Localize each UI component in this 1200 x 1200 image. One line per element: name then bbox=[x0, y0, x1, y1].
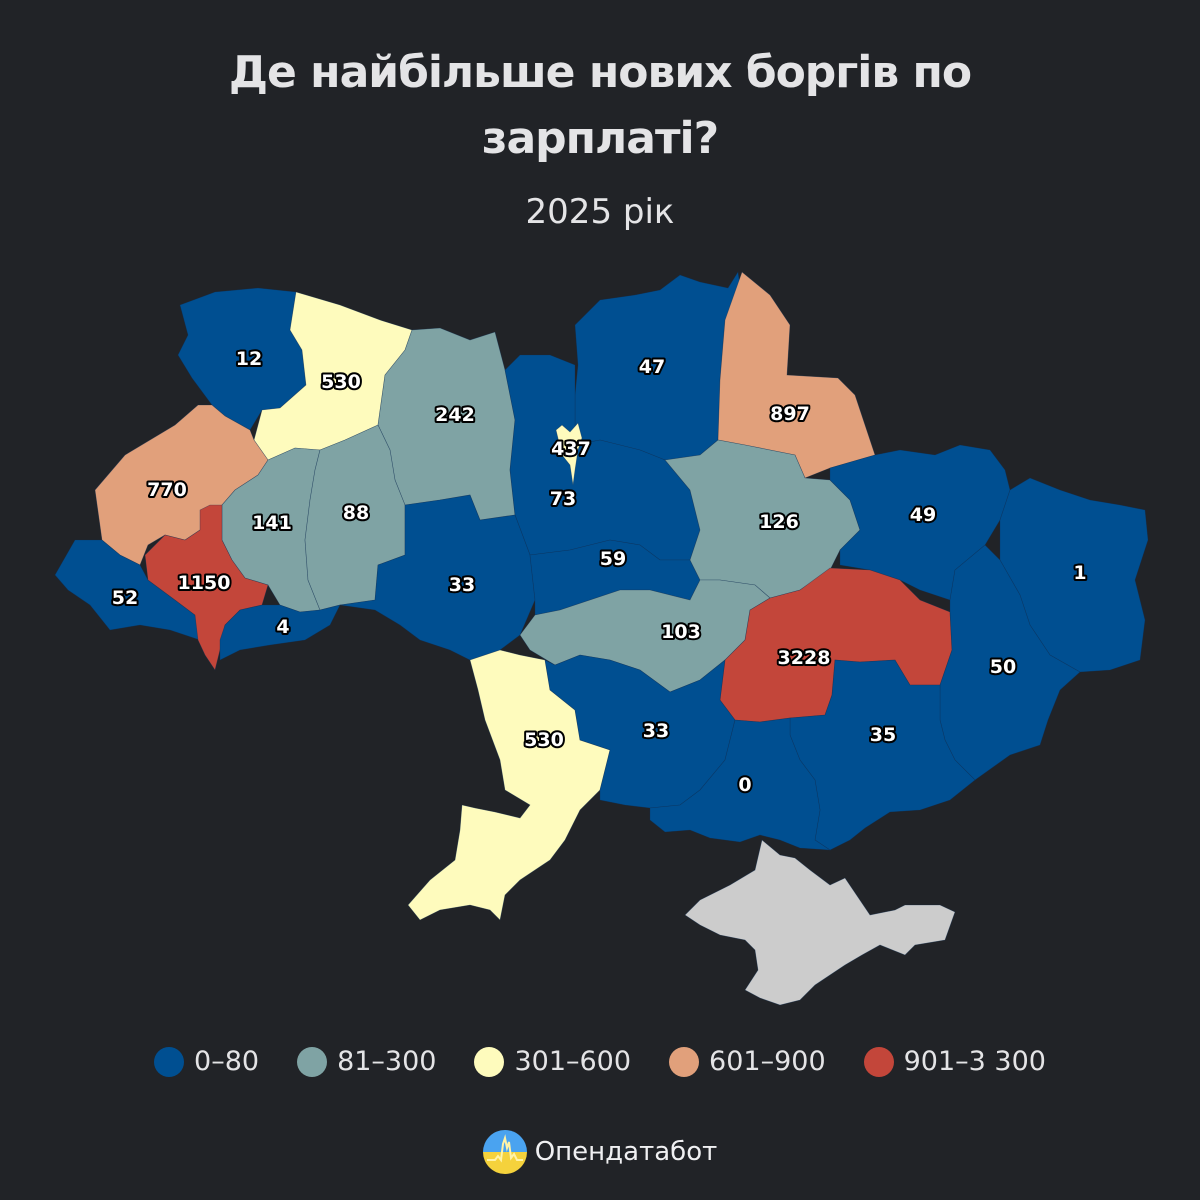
label-dnipropetrovsk: 3228 bbox=[778, 647, 831, 669]
label-vinnytsia: 33 bbox=[449, 574, 475, 596]
brand-name: Опендатабот bbox=[534, 1137, 718, 1167]
legend-swatch-icon bbox=[863, 1046, 894, 1077]
legend-item-901-3300: 901–3 300 bbox=[863, 1046, 1046, 1077]
label-cherkasy: 59 bbox=[600, 548, 626, 570]
label-volyn: 12 bbox=[236, 348, 262, 370]
legend-label: 601–900 bbox=[709, 1046, 826, 1077]
region-poltava[interactable] bbox=[664, 439, 861, 599]
region-ivano-frankivsk[interactable] bbox=[144, 504, 269, 671]
title-line-2: зарплаті? bbox=[481, 113, 719, 164]
label-zakarpattia: 52 bbox=[112, 587, 138, 609]
label-chernivtsi: 4 bbox=[276, 616, 289, 638]
legend-item-301-600: 301–600 bbox=[474, 1046, 631, 1077]
label-khmelnytskyi: 88 bbox=[343, 502, 369, 524]
label-odesa: 530 bbox=[524, 729, 564, 751]
legend-swatch-icon bbox=[474, 1046, 505, 1077]
label-lviv: 770 bbox=[147, 479, 187, 501]
legend-item-0-80: 0–80 bbox=[154, 1046, 259, 1077]
legend-label: 81–300 bbox=[337, 1046, 437, 1077]
label-sumy: 897 bbox=[770, 403, 810, 425]
label-poltava: 126 bbox=[759, 511, 799, 533]
label-zhytomyr: 242 bbox=[435, 404, 475, 426]
brand: Опендатабот bbox=[0, 1130, 1200, 1174]
label-ivano-frankivsk: 1150 bbox=[178, 572, 231, 594]
label-kherson: 0 bbox=[738, 774, 751, 796]
chart-subtitle: 2025 рік bbox=[525, 192, 675, 232]
legend-item-81-300: 81–300 bbox=[297, 1046, 436, 1077]
legend-label: 901–3 300 bbox=[903, 1046, 1046, 1077]
region-kyiv-city[interactable] bbox=[555, 422, 583, 486]
label-kyiv-city: 437 bbox=[551, 438, 591, 460]
legend-swatch-icon bbox=[154, 1046, 185, 1077]
label-mykolaiv: 33 bbox=[643, 720, 669, 742]
label-zaporizhzhia: 35 bbox=[870, 724, 896, 746]
legend-label: 0–80 bbox=[194, 1046, 260, 1077]
label-kharkiv: 49 bbox=[910, 504, 936, 526]
region-kherson[interactable] bbox=[649, 717, 832, 851]
title-line-1: Де найбільше нових боргів по bbox=[228, 47, 972, 98]
label-donetsk: 50 bbox=[990, 656, 1016, 678]
label-kirovohrad: 103 bbox=[661, 621, 701, 643]
label-kyiv-oblast: 73 bbox=[550, 488, 576, 510]
legend-swatch-icon bbox=[669, 1046, 700, 1077]
label-chernihiv: 47 bbox=[639, 356, 665, 378]
legend: 0–80 81–300 301–600 601–900 901–3 300 bbox=[0, 1046, 1200, 1077]
opendatabot-logo-icon bbox=[482, 1130, 527, 1174]
legend-swatch-icon bbox=[297, 1046, 328, 1077]
legend-label: 301–600 bbox=[514, 1046, 632, 1077]
legend-item-601-900: 601–900 bbox=[669, 1046, 826, 1077]
label-ternopil: 141 bbox=[252, 512, 292, 534]
label-rivne: 530 bbox=[321, 371, 361, 393]
region-chernivtsi[interactable] bbox=[219, 604, 341, 661]
chart-title: Де найбільше нових боргів по зарплаті? bbox=[0, 40, 1200, 172]
region-crimea[interactable] bbox=[684, 839, 956, 1006]
label-luhansk: 1 bbox=[1073, 562, 1086, 584]
